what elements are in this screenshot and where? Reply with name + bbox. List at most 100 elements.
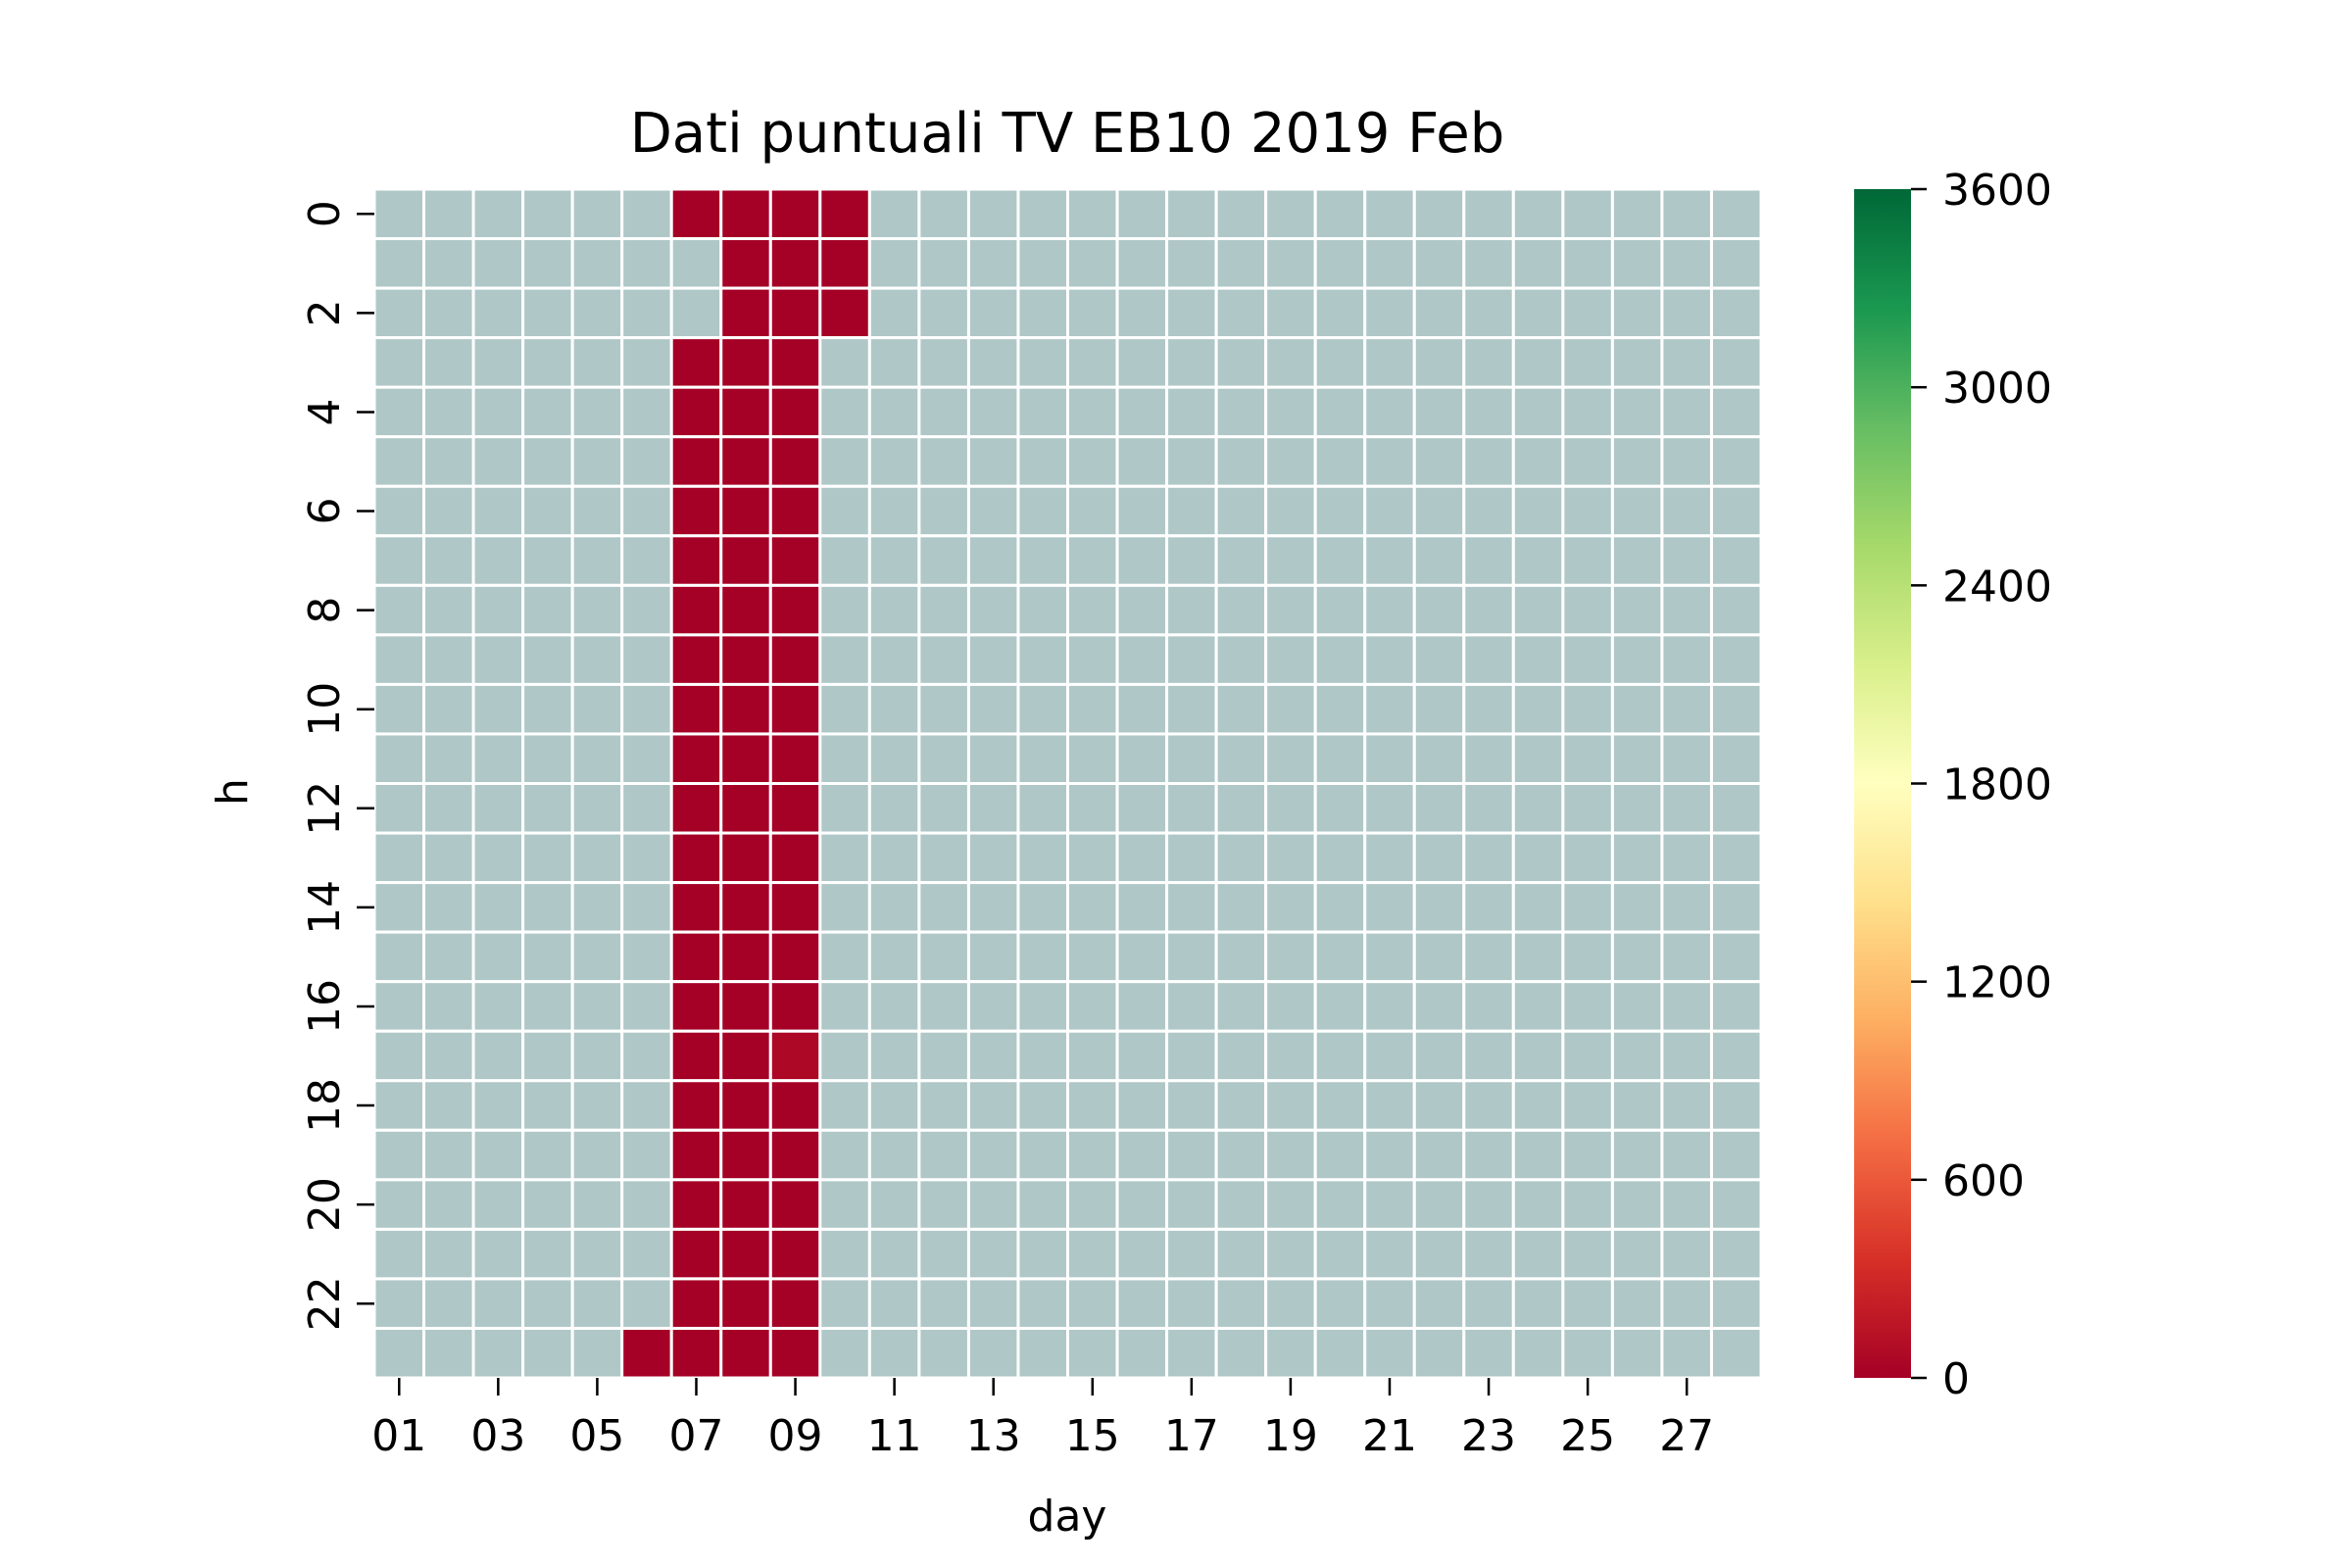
heatmap-cell-missing bbox=[372, 682, 426, 736]
heatmap-cell-missing bbox=[1165, 930, 1218, 984]
heatmap-cell bbox=[768, 187, 822, 241]
colorbar-tick-label: 1200 bbox=[1942, 958, 2052, 1008]
heatmap-cell-missing bbox=[471, 187, 525, 241]
heatmap-cell-missing bbox=[1511, 484, 1565, 538]
heatmap-cell-missing bbox=[1214, 534, 1268, 587]
y-tick-label: 8 bbox=[300, 597, 350, 624]
heatmap-cell-missing bbox=[1066, 980, 1119, 1033]
heatmap-cell-missing bbox=[917, 237, 970, 290]
heatmap-cell-missing bbox=[521, 534, 574, 587]
heatmap-cell-missing bbox=[1412, 930, 1466, 984]
heatmap-cell-missing bbox=[1066, 484, 1119, 538]
heatmap-cell-missing bbox=[1066, 732, 1119, 785]
heatmap-cell-missing bbox=[521, 831, 574, 885]
heatmap-cell-missing bbox=[1511, 534, 1565, 587]
heatmap-cell-missing bbox=[1313, 534, 1367, 587]
heatmap-cell bbox=[719, 484, 772, 538]
heatmap-cell-missing bbox=[1016, 732, 1069, 785]
heatmap-cell-missing bbox=[1462, 583, 1515, 637]
heatmap-cell-missing bbox=[1610, 385, 1664, 439]
heatmap-cell-missing bbox=[422, 732, 475, 785]
heatmap-cell-missing bbox=[1660, 286, 1713, 340]
heatmap-cell-missing bbox=[1016, 633, 1069, 686]
heatmap-cell-missing bbox=[620, 534, 673, 587]
heatmap-cell-missing bbox=[917, 782, 970, 835]
heatmap-cell-missing bbox=[1264, 336, 1317, 389]
heatmap-cell-missing bbox=[1313, 286, 1367, 340]
heatmap-cell-missing bbox=[1363, 633, 1416, 686]
heatmap-cell bbox=[768, 534, 822, 587]
heatmap-cell bbox=[768, 682, 822, 736]
heatmap-cell-missing bbox=[1016, 1227, 1069, 1281]
heatmap-cell-missing bbox=[570, 286, 624, 340]
heatmap-cell-missing bbox=[1660, 1029, 1713, 1083]
heatmap-cell bbox=[768, 1178, 822, 1231]
heatmap-cell-missing bbox=[471, 237, 525, 290]
heatmap-cell-missing bbox=[471, 484, 525, 538]
heatmap-cell bbox=[719, 435, 772, 488]
heatmap-cell-missing bbox=[1363, 782, 1416, 835]
heatmap-cell bbox=[768, 732, 822, 785]
heatmap-cell-missing bbox=[1214, 980, 1268, 1033]
heatmap-cell-missing bbox=[1214, 484, 1268, 538]
heatmap-cell-missing bbox=[570, 1029, 624, 1083]
heatmap-cell bbox=[768, 286, 822, 340]
heatmap-cell-missing bbox=[422, 1128, 475, 1182]
heatmap-cell-missing bbox=[1066, 682, 1119, 736]
heatmap-cell-missing bbox=[471, 831, 525, 885]
heatmap-cell bbox=[818, 286, 871, 340]
heatmap-cell-missing bbox=[1561, 534, 1614, 587]
heatmap-cell-missing bbox=[1115, 831, 1169, 885]
heatmap-cell-missing bbox=[1561, 633, 1614, 686]
heatmap-cell-missing bbox=[1016, 237, 1069, 290]
heatmap-cell-missing bbox=[1313, 1128, 1367, 1182]
heatmap-cell-missing bbox=[867, 583, 921, 637]
heatmap-cell-missing bbox=[1610, 187, 1664, 241]
heatmap-cell-missing bbox=[1660, 1277, 1713, 1330]
heatmap-cell-missing bbox=[1214, 336, 1268, 389]
heatmap-cell-missing bbox=[1709, 881, 1763, 934]
heatmap-cell-missing bbox=[1412, 1079, 1466, 1132]
heatmap-cell-missing bbox=[1115, 633, 1169, 686]
heatmap-cell-missing bbox=[372, 881, 426, 934]
heatmap-cell-missing bbox=[1066, 1178, 1119, 1231]
heatmap-cell-missing bbox=[917, 1029, 970, 1083]
heatmap-cell-missing bbox=[1066, 930, 1119, 984]
heatmap-cell-missing bbox=[1313, 237, 1367, 290]
heatmap-cell-missing bbox=[818, 1128, 871, 1182]
heatmap-cell-missing bbox=[521, 286, 574, 340]
heatmap-cell-missing bbox=[471, 732, 525, 785]
heatmap-cell-missing bbox=[867, 1178, 921, 1231]
heatmap-cell-missing bbox=[372, 1227, 426, 1281]
heatmap-cell-missing bbox=[521, 1178, 574, 1231]
heatmap-cell-missing bbox=[1709, 782, 1763, 835]
heatmap-cell bbox=[768, 1029, 822, 1083]
heatmap-cell bbox=[669, 732, 723, 785]
heatmap-cell-missing bbox=[372, 1326, 426, 1380]
heatmap-cell-missing bbox=[1165, 831, 1218, 885]
heatmap-cell bbox=[669, 385, 723, 439]
heatmap-cell-missing bbox=[1709, 682, 1763, 736]
heatmap-cell-missing bbox=[1066, 1029, 1119, 1083]
colorbar-tick-label: 3000 bbox=[1942, 364, 2052, 414]
heatmap-cell-missing bbox=[1709, 1277, 1763, 1330]
colorbar bbox=[1854, 189, 1911, 1378]
heatmap-cell-missing bbox=[620, 187, 673, 241]
heatmap-cell-missing bbox=[1115, 732, 1169, 785]
heatmap-cell bbox=[669, 534, 723, 587]
heatmap-cell bbox=[669, 187, 723, 241]
heatmap-cell-missing bbox=[1214, 1128, 1268, 1182]
heatmap-cell-missing bbox=[422, 237, 475, 290]
heatmap-cell-missing bbox=[1115, 1178, 1169, 1231]
heatmap-cell-missing bbox=[669, 237, 723, 290]
heatmap-cell-missing bbox=[620, 583, 673, 637]
heatmap-cell-missing bbox=[521, 881, 574, 934]
heatmap-cell-missing bbox=[372, 1178, 426, 1231]
heatmap-cell-missing bbox=[1561, 187, 1614, 241]
heatmap-cell bbox=[768, 782, 822, 835]
heatmap-cell-missing bbox=[1165, 385, 1218, 439]
heatmap-cell-missing bbox=[1313, 930, 1367, 984]
heatmap-cell-missing bbox=[1511, 881, 1565, 934]
heatmap-cell-missing bbox=[1462, 732, 1515, 785]
heatmap-cell-missing bbox=[372, 583, 426, 637]
